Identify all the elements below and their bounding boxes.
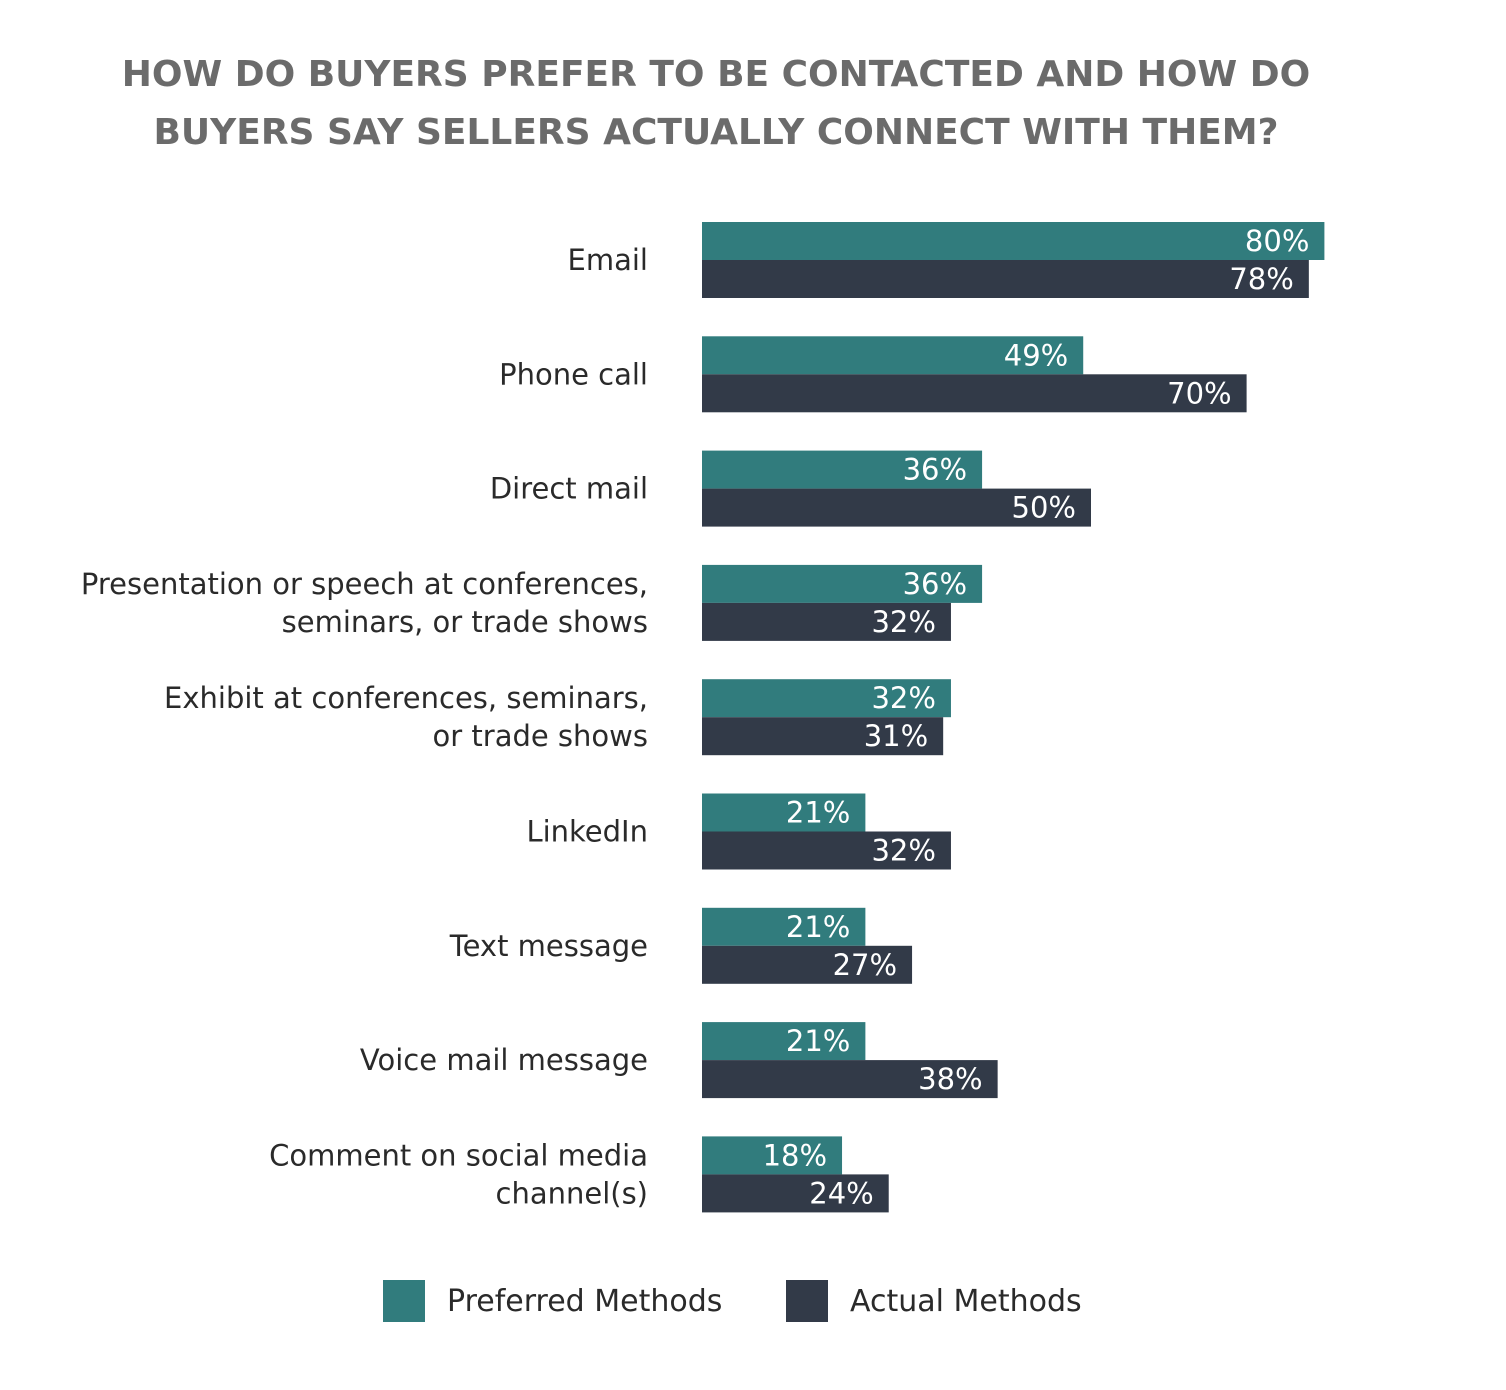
value-label-preferred: 21% bbox=[786, 910, 850, 944]
category-label: Phone call bbox=[499, 357, 648, 391]
chart-title: HOW DO BUYERS PREFER TO BE CONTACTED AND… bbox=[0, 46, 1432, 162]
legend-item-preferred: Preferred Methods bbox=[383, 1278, 722, 1324]
value-label-preferred: 49% bbox=[1004, 338, 1068, 372]
bar-group: 80% 78% Email bbox=[568, 222, 1325, 298]
value-label-actual: 50% bbox=[1012, 491, 1076, 525]
value-label-preferred: 80% bbox=[1245, 224, 1309, 258]
bar-group: 49% 70% Phone call bbox=[499, 336, 1247, 413]
bar-group: 21% 38% Voice mail message bbox=[360, 1022, 998, 1099]
bar-preferred bbox=[702, 907, 866, 946]
bar-group: 21% 32% LinkedIn bbox=[526, 793, 951, 870]
bar-actual bbox=[702, 717, 944, 756]
value-label-preferred: 32% bbox=[871, 681, 935, 715]
bar-actual bbox=[702, 260, 1309, 298]
category-label: Presentation or speech at conferences, bbox=[81, 567, 648, 601]
bar-actual bbox=[702, 602, 951, 641]
chart-title-line-2: BUYERS SAY SELLERS ACTUALLY CONNECT WITH… bbox=[153, 112, 1279, 153]
bar-group: 32% 31% Exhibit at conferences, seminars, o… bbox=[164, 679, 951, 756]
value-label-preferred: 21% bbox=[786, 1024, 850, 1058]
bar-actual bbox=[702, 1060, 998, 1099]
bar-preferred bbox=[702, 793, 866, 832]
category-label: channel(s) bbox=[496, 1176, 649, 1210]
legend: Preferred Methods Actual Methods bbox=[0, 1278, 1506, 1324]
value-label-preferred: 36% bbox=[903, 567, 967, 601]
bar-group: 18% 24% Comment on social media channel(s) bbox=[269, 1136, 889, 1213]
legend-swatch-preferred bbox=[383, 1280, 425, 1322]
value-label-actual: 32% bbox=[871, 605, 935, 639]
value-label-preferred: 21% bbox=[786, 796, 850, 830]
bar-preferred bbox=[702, 1022, 866, 1061]
category-label: Email bbox=[568, 243, 648, 277]
legend-label-preferred: Preferred Methods bbox=[447, 1283, 723, 1319]
category-label: Text message bbox=[449, 929, 648, 963]
value-label-preferred: 18% bbox=[763, 1138, 827, 1172]
category-label: Comment on social media bbox=[269, 1138, 648, 1172]
value-label-actual: 27% bbox=[833, 948, 897, 982]
bar-group: 36% 50% Direct mail bbox=[490, 450, 1091, 527]
value-label-actual: 32% bbox=[871, 834, 935, 868]
value-label-actual: 38% bbox=[918, 1062, 982, 1096]
bar-preferred bbox=[702, 564, 983, 603]
category-label: Exhibit at conferences, seminars, bbox=[164, 681, 648, 715]
bar-actual bbox=[702, 374, 1247, 413]
chart-title-line-1: HOW DO BUYERS PREFER TO BE CONTACTED AND… bbox=[121, 54, 1311, 95]
bar-actual bbox=[702, 1174, 889, 1213]
category-label: or trade shows bbox=[433, 719, 648, 753]
bar-group: 21% 27% Text message bbox=[449, 907, 913, 984]
category-label: LinkedIn bbox=[526, 815, 648, 849]
value-label-actual: 31% bbox=[864, 719, 928, 753]
value-label-actual: 24% bbox=[809, 1176, 873, 1210]
bar-preferred bbox=[702, 1136, 843, 1175]
category-label: seminars, or trade shows bbox=[282, 605, 648, 639]
legend-swatch-actual bbox=[786, 1280, 828, 1322]
value-label-actual: 70% bbox=[1167, 376, 1231, 410]
bar-actual bbox=[702, 488, 1091, 527]
category-label: Voice mail message bbox=[360, 1043, 648, 1077]
bar-actual bbox=[702, 831, 951, 870]
legend-item-actual: Actual Methods bbox=[786, 1278, 1082, 1324]
bar-group: 36% 32% Presentation or speech at conferen… bbox=[81, 564, 983, 641]
bar-actual bbox=[702, 945, 913, 984]
category-label: Direct mail bbox=[490, 472, 648, 506]
value-label-actual: 78% bbox=[1229, 262, 1293, 296]
bar-preferred bbox=[702, 450, 983, 489]
bar-preferred bbox=[702, 222, 1325, 260]
legend-label-actual: Actual Methods bbox=[850, 1283, 1082, 1319]
value-label-preferred: 36% bbox=[903, 453, 967, 487]
bar-preferred bbox=[702, 679, 951, 718]
bar-preferred bbox=[702, 336, 1084, 375]
